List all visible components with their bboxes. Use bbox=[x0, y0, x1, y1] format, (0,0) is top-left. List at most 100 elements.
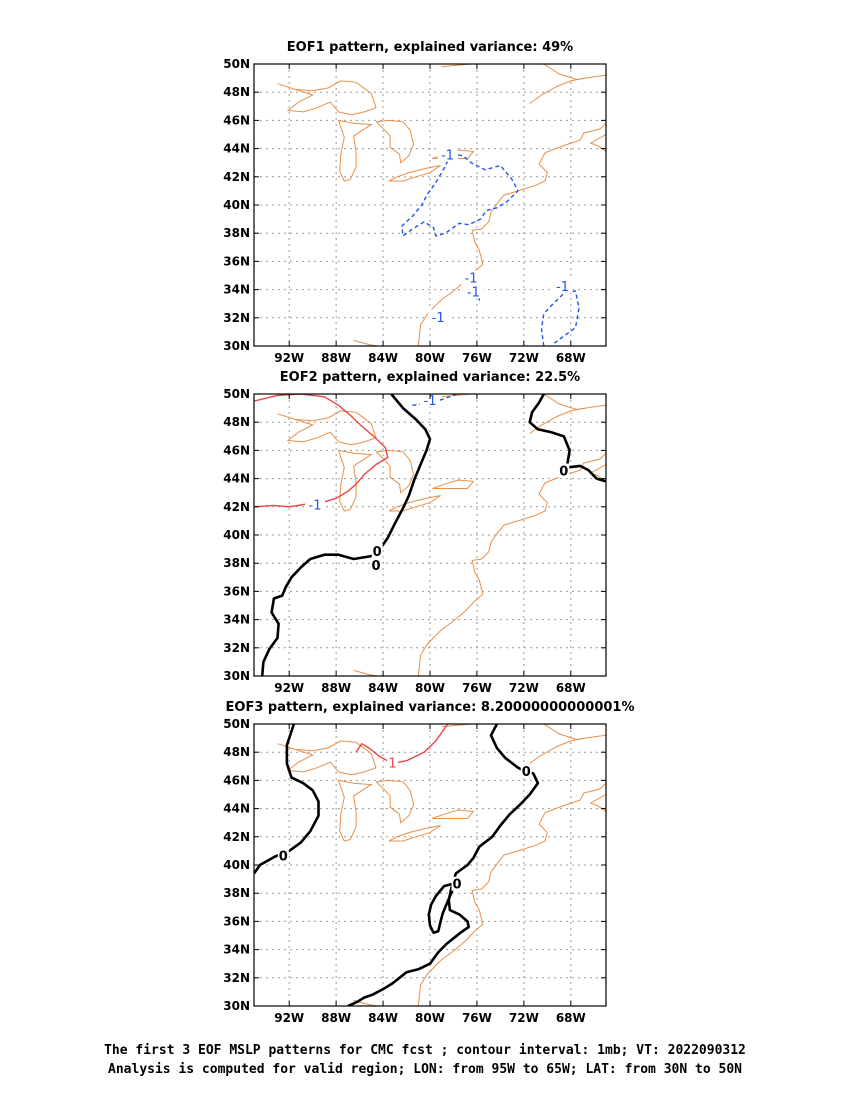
x-tick-label: 84W bbox=[368, 681, 398, 695]
coastline bbox=[529, 77, 585, 104]
eof2-grid bbox=[254, 394, 606, 676]
y-tick-label: 44N bbox=[223, 472, 250, 486]
contour-label-bg bbox=[451, 876, 463, 891]
y-tick-label: 36N bbox=[223, 254, 250, 268]
coastline bbox=[375, 779, 415, 824]
coastline bbox=[388, 495, 441, 512]
x-tick-label: 68W bbox=[556, 351, 586, 365]
coastline bbox=[277, 410, 377, 446]
x-tick-label: 88W bbox=[321, 681, 351, 695]
contour-line-level-0 bbox=[528, 394, 606, 483]
y-tick-label: 44N bbox=[223, 802, 250, 816]
contour-label-bg bbox=[277, 848, 289, 863]
contour-label-bg bbox=[520, 763, 532, 778]
contour-label: -1 bbox=[465, 271, 478, 286]
eof2-title: EOF2 pattern, explained variance: 22.5% bbox=[280, 370, 580, 385]
eof3-title: EOF3 pattern, explained variance: 8.2000… bbox=[226, 700, 635, 715]
contour-line-level-0 bbox=[260, 394, 432, 676]
y-tick-label: 30N bbox=[223, 999, 250, 1013]
contour-label: 0 bbox=[373, 545, 382, 560]
coastline bbox=[432, 479, 475, 489]
x-tick-label: 72W bbox=[509, 681, 539, 695]
y-tick-label: 38N bbox=[223, 886, 250, 900]
y-tick-label: 40N bbox=[223, 858, 250, 872]
x-tick-label: 88W bbox=[321, 1011, 351, 1025]
y-tick-label: 44N bbox=[223, 142, 250, 156]
eof3-panel: EOF3 pattern, explained variance: 8.2000… bbox=[223, 700, 634, 1025]
eof1-panel: EOF1 pattern, explained variance: 49% -1… bbox=[223, 40, 607, 365]
x-tick-label: 92W bbox=[274, 681, 304, 695]
contour-label: -1 bbox=[441, 149, 454, 164]
y-tick-label: 34N bbox=[223, 283, 250, 297]
y-tick-label: 38N bbox=[223, 226, 250, 240]
contour-label-bg bbox=[370, 558, 382, 573]
coastline bbox=[277, 80, 377, 116]
x-tick-label: 72W bbox=[509, 1011, 539, 1025]
coastline bbox=[388, 165, 441, 182]
eof2-axes: 92W 88W 84W 80W 76W 72W 68W 30N 32N 34N 36N 38N 40N 4… bbox=[223, 387, 607, 695]
coastline bbox=[375, 449, 415, 494]
y-tick-label: 32N bbox=[223, 971, 250, 985]
contour-label: -1 bbox=[432, 311, 445, 326]
y-tick-label: 36N bbox=[223, 914, 250, 928]
x-tick-label: 76W bbox=[462, 351, 492, 365]
y-tick-label: 32N bbox=[223, 641, 250, 655]
contour-label-bg bbox=[386, 755, 398, 770]
y-tick-label: 46N bbox=[223, 113, 250, 127]
contour-line-level-0 bbox=[427, 882, 456, 935]
y-tick-label: 48N bbox=[223, 745, 250, 759]
coastline bbox=[543, 724, 606, 741]
eof2-panel: EOF2 pattern, explained variance: 22.5% … bbox=[223, 370, 607, 695]
coastline bbox=[353, 669, 378, 676]
x-tick-label: 84W bbox=[368, 351, 398, 365]
eof1-axes: 92W 88W 84W 80W 76W 72W 68W 30N 32N 34N 36N 38N 40N 4… bbox=[223, 57, 607, 365]
y-tick-label: 34N bbox=[223, 613, 250, 627]
caption-line-2: Analysis is computed for valid region; L… bbox=[108, 1062, 742, 1077]
eof1-grid bbox=[254, 64, 606, 346]
contour-line-level-neg1 bbox=[540, 290, 580, 346]
coastline bbox=[277, 740, 377, 776]
y-tick-label: 50N bbox=[223, 57, 250, 71]
x-tick-label: 92W bbox=[274, 1011, 304, 1025]
x-tick-label: 92W bbox=[274, 351, 304, 365]
coastline bbox=[338, 119, 373, 182]
coastline bbox=[417, 452, 606, 676]
eof1-contour-labels: -1-1-1-1-1 bbox=[428, 147, 573, 326]
coastline bbox=[417, 782, 606, 1006]
contour-label: 0 bbox=[559, 465, 568, 480]
contour-label-bg bbox=[552, 278, 573, 293]
x-tick-label: 76W bbox=[462, 681, 492, 695]
eof3-axes: 92W 88W 84W 80W 76W 72W 68W 30N 32N 34N 36N 38N 40N 4… bbox=[223, 717, 607, 1025]
y-tick-label: 48N bbox=[223, 85, 250, 99]
y-tick-label: 30N bbox=[223, 339, 250, 353]
coastline bbox=[417, 122, 606, 346]
caption-line-1: The first 3 EOF MSLP patterns for CMC fc… bbox=[104, 1043, 746, 1058]
eof1-title: EOF1 pattern, explained variance: 49% bbox=[287, 40, 573, 55]
contour-label: 0 bbox=[522, 765, 531, 780]
contour-label: 0 bbox=[372, 559, 381, 574]
x-tick-label: 80W bbox=[415, 1011, 445, 1025]
y-tick-label: 50N bbox=[223, 717, 250, 731]
y-tick-label: 32N bbox=[223, 311, 250, 325]
eof3-contours bbox=[254, 724, 540, 1006]
contour-label: -1 bbox=[556, 280, 569, 295]
y-tick-label: 46N bbox=[223, 773, 250, 787]
contour-label: 0 bbox=[452, 878, 461, 893]
y-tick-label: 38N bbox=[223, 556, 250, 570]
contour-label: 0 bbox=[279, 850, 288, 865]
x-tick-label: 68W bbox=[556, 1011, 586, 1025]
y-tick-label: 42N bbox=[223, 170, 250, 184]
y-tick-label: 40N bbox=[223, 528, 250, 542]
contour-label-bg bbox=[305, 497, 326, 512]
eof3-contour-labels: 1 0 0 0 bbox=[277, 755, 532, 893]
coastline bbox=[432, 809, 475, 819]
contour-label-bg bbox=[558, 463, 570, 478]
x-tick-label: 80W bbox=[415, 681, 445, 695]
contour-line-level-1 bbox=[355, 724, 449, 765]
contour-line-level-neg1 bbox=[412, 394, 458, 406]
y-tick-label: 40N bbox=[223, 198, 250, 212]
x-tick-label: 84W bbox=[368, 1011, 398, 1025]
coastline bbox=[388, 825, 441, 842]
x-tick-label: 76W bbox=[462, 1011, 492, 1025]
